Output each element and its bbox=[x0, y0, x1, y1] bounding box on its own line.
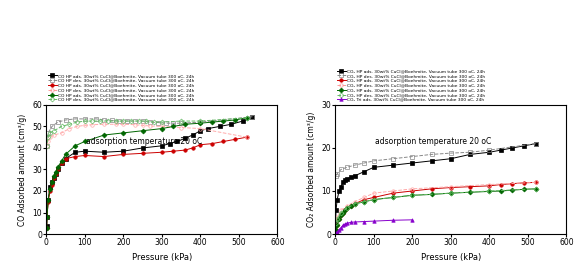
Y-axis label: CO Adsorbed amount (cm³/g): CO Adsorbed amount (cm³/g) bbox=[18, 113, 27, 226]
Text: adsorption temperature 20 oC: adsorption temperature 20 oC bbox=[86, 137, 202, 146]
X-axis label: Pressure (kPa): Pressure (kPa) bbox=[421, 253, 481, 262]
Text: adsorption temperature 20 oC: adsorption temperature 20 oC bbox=[375, 137, 491, 146]
Legend: CO HP ads. 30wt% CuCl@Boehmite, Vacuum tube 300 oC, 24h, CO HP des. 30wt% CuCl@B: CO HP ads. 30wt% CuCl@Boehmite, Vacuum t… bbox=[46, 72, 197, 104]
X-axis label: Pressure (kPa): Pressure (kPa) bbox=[132, 253, 192, 262]
Y-axis label: CO₂ Adsorbed amount (cm³/g): CO₂ Adsorbed amount (cm³/g) bbox=[307, 112, 316, 227]
Legend: CO₂ HP ads. 30wt% CuCl@Boehmite, Vacuum tube 300 oC, 24h, CO₂ HP des. 30wt% CuCl: CO₂ HP ads. 30wt% CuCl@Boehmite, Vacuum … bbox=[335, 67, 487, 104]
